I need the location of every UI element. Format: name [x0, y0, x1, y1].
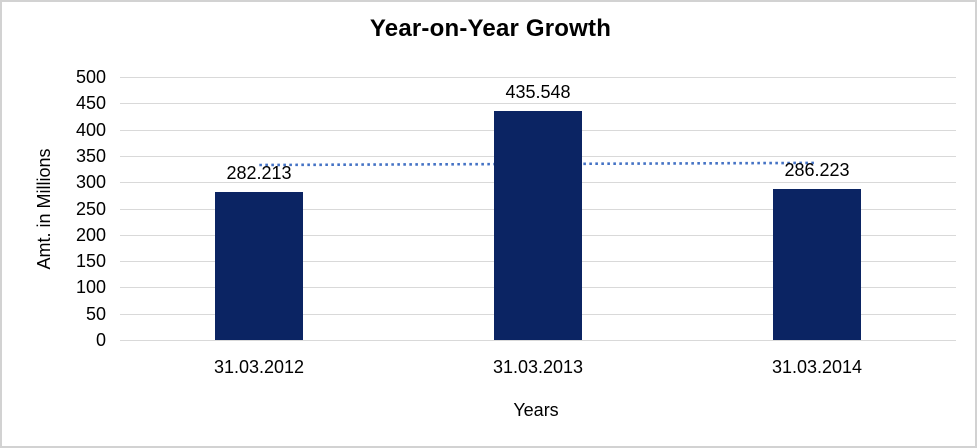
x-axis-tick-label: 31.03.2014	[771, 357, 863, 377]
y-axis-tick-label: 300	[75, 172, 106, 192]
y-axis-tick-label: 0	[95, 330, 106, 350]
y-axis-tick-label: 200	[75, 225, 106, 245]
gridline	[120, 103, 956, 104]
trendline-path	[259, 161, 817, 167]
x-axis-tick-label: 31.03.2013	[492, 357, 584, 377]
data-label: 282.213	[226, 163, 292, 183]
data-label: 286.223	[784, 160, 850, 180]
y-axis-tick-label: 400	[75, 120, 106, 140]
y-axis-tick-label: 500	[75, 67, 106, 87]
bar-31.03.2014	[773, 189, 861, 340]
y-axis-tick-label: 150	[75, 251, 106, 271]
x-axis-tick-label: 31.03.2012	[213, 357, 305, 377]
bar-31.03.2012	[215, 192, 303, 340]
y-axis-tick-label: 100	[75, 277, 106, 297]
y-axis-tick-label: 450	[75, 93, 106, 113]
y-axis-tick-label: 350	[75, 146, 106, 166]
chart-title: Year-on-Year Growth	[369, 15, 612, 42]
x-axis-title: Years	[513, 400, 559, 420]
y-axis-tick-label: 50	[85, 304, 106, 324]
y-axis-tick-label: 250	[75, 199, 106, 219]
gridline	[120, 340, 956, 341]
bar-31.03.2013	[494, 111, 582, 340]
gridline	[120, 77, 956, 78]
data-label: 435.548	[505, 82, 571, 102]
